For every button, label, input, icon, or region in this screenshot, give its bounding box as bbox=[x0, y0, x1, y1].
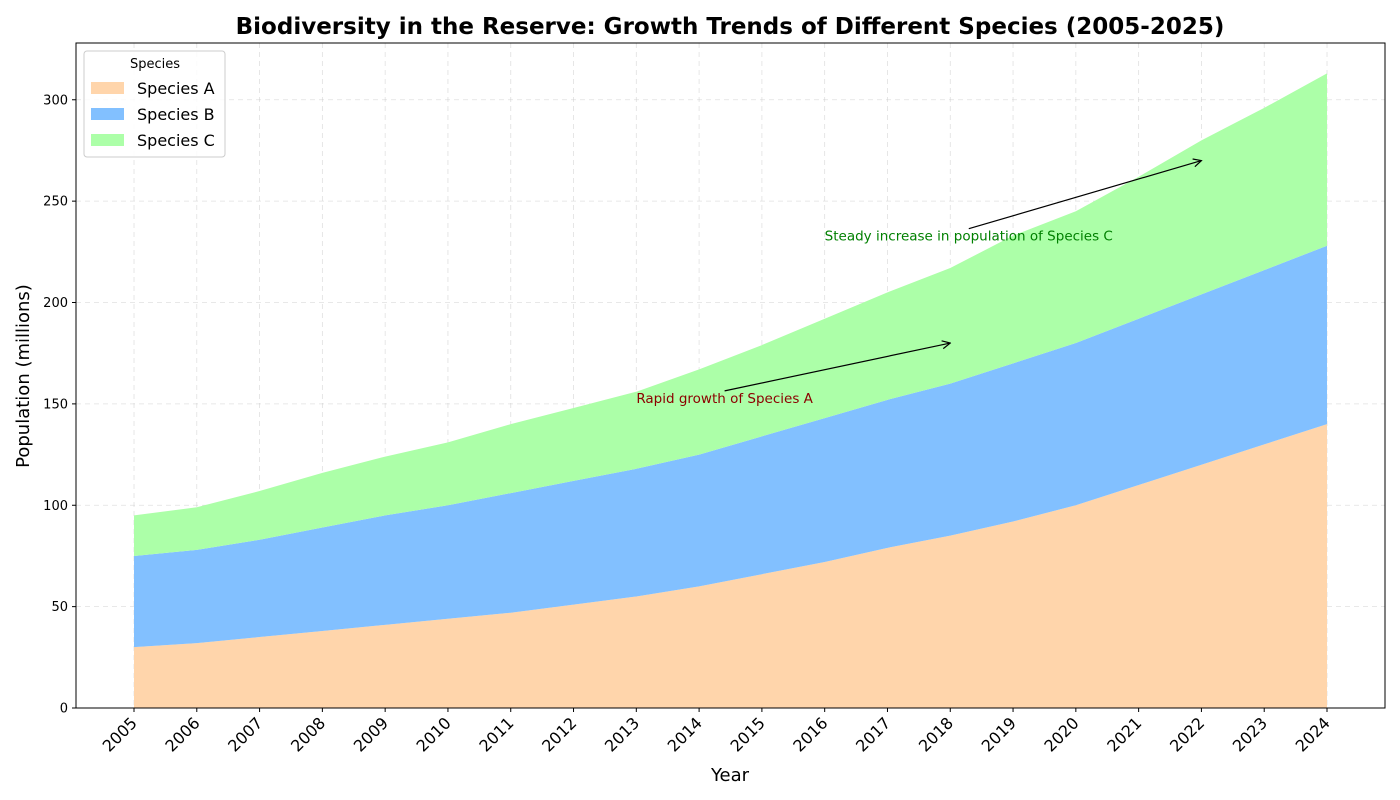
x-tick-label: 2009 bbox=[350, 713, 392, 755]
x-tick-label: 2005 bbox=[99, 713, 141, 755]
legend-swatch bbox=[91, 134, 124, 146]
plot-frame bbox=[75, 42, 1386, 709]
x-tick-label: 2021 bbox=[1103, 713, 1145, 755]
y-tick-label: 300 bbox=[43, 93, 68, 108]
y-tick-label: 150 bbox=[43, 397, 68, 412]
x-tick-label: 2015 bbox=[726, 713, 768, 755]
annotations: Rapid growth of Species A Steady increase… bbox=[636, 161, 1201, 407]
legend-swatch bbox=[91, 82, 124, 94]
y-tick-label: 0 bbox=[60, 702, 68, 717]
x-tick-label: 2023 bbox=[1229, 713, 1271, 755]
x-tick-label: 2011 bbox=[475, 713, 517, 755]
x-tick-label: 2014 bbox=[664, 713, 706, 755]
x-tick-label: 2017 bbox=[852, 713, 894, 755]
annotation-arrow bbox=[724, 343, 951, 392]
x-tick-label: 2024 bbox=[1292, 713, 1334, 755]
legend-label: Species C bbox=[137, 131, 215, 150]
legend-title: Species bbox=[130, 57, 180, 72]
area-species-c bbox=[134, 73, 1327, 556]
x-tick-label: 2006 bbox=[161, 713, 203, 755]
y-tick-label: 100 bbox=[43, 499, 68, 514]
legend-label: Species A bbox=[137, 79, 215, 98]
x-tick-label: 2013 bbox=[601, 713, 643, 755]
area-species-a bbox=[134, 424, 1327, 708]
x-tick-label: 2008 bbox=[287, 713, 329, 755]
area-layer bbox=[134, 73, 1327, 708]
x-tick-label: 2010 bbox=[413, 713, 455, 755]
chart-title: Biodiversity in the Reserve: Growth Tren… bbox=[236, 14, 1225, 40]
annotation-arrow bbox=[968, 161, 1202, 230]
x-axis-label: Year bbox=[710, 765, 750, 786]
x-tick-label: 2007 bbox=[224, 713, 266, 755]
y-tick-label: 200 bbox=[43, 296, 68, 311]
legend-label: Species B bbox=[137, 105, 215, 124]
area-species-b bbox=[134, 245, 1327, 648]
legend-swatch bbox=[91, 108, 124, 120]
x-tick-label: 2020 bbox=[1040, 713, 1082, 755]
y-axis-label: Population (millions) bbox=[13, 284, 34, 468]
x-tick-label: 2019 bbox=[978, 713, 1020, 755]
annotation-text: Rapid growth of Species A bbox=[636, 391, 813, 407]
y-tick-label: 50 bbox=[51, 600, 68, 615]
x-tick-label: 2016 bbox=[789, 713, 831, 755]
legend-frame bbox=[83, 50, 226, 158]
y-tick-label: 250 bbox=[43, 195, 68, 210]
legend: Species Species A Species B Species C bbox=[83, 50, 226, 158]
x-tick-label: 2012 bbox=[538, 713, 580, 755]
x-tick-label: 2022 bbox=[1166, 713, 1208, 755]
annotation-text: Steady increase in population of Species… bbox=[825, 229, 1113, 245]
x-tick-label: 2018 bbox=[915, 713, 957, 755]
